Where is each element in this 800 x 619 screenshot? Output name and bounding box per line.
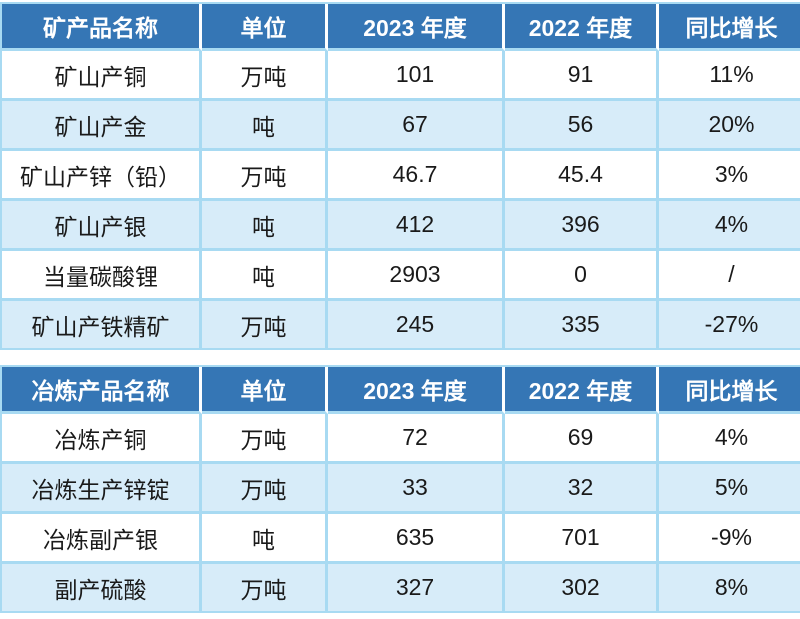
unit-cell: 万吨: [202, 414, 328, 464]
table-row: 矿山产金吨 67 56 20%: [2, 101, 800, 151]
column-header-4: 同比增长: [659, 4, 800, 51]
value-cell: 67: [328, 101, 505, 151]
product-name-cell: 冶炼生产锌锭: [2, 464, 202, 514]
unit-cell: 吨: [202, 201, 328, 251]
value-cell: 396: [505, 201, 659, 251]
unit-cell: 万吨: [202, 564, 328, 611]
unit-cell: 万吨: [202, 151, 328, 201]
table-row: 当量碳酸锂吨 2903 0/: [2, 251, 800, 301]
column-header-2: 2023 年度: [328, 4, 505, 51]
value-cell: 3%: [659, 151, 800, 201]
table-row: 矿山产银吨 412 396 4%: [2, 201, 800, 251]
product-name-cell: 冶炼副产银: [2, 514, 202, 564]
value-cell: 45.4: [505, 151, 659, 201]
smelting-products-table: 冶炼产品名称 单位 2023 年度 2022 年度 同比增长 冶炼产铜 万吨 72 69 4% 冶炼…: [0, 365, 800, 613]
value-cell: 327: [328, 564, 505, 611]
value-cell: 32: [505, 464, 659, 514]
value-cell: 4%: [659, 414, 800, 464]
table-gap: [0, 350, 800, 365]
product-name-cell: 副产硫酸: [2, 564, 202, 611]
value-cell: 5%: [659, 464, 800, 514]
value-cell: 72: [328, 414, 505, 464]
value-cell: 4%: [659, 201, 800, 251]
value-cell: 69: [505, 414, 659, 464]
value-cell: 302: [505, 564, 659, 611]
table-row: 矿山产铜 万吨 101 91 11%: [2, 51, 800, 101]
value-cell: 2903: [328, 251, 505, 301]
product-name-cell: 矿山产金: [2, 101, 202, 151]
unit-cell: 万吨: [202, 301, 328, 348]
product-name-cell: 矿山产银: [2, 201, 202, 251]
value-cell: 20%: [659, 101, 800, 151]
column-header-3: 2022 年度: [505, 4, 659, 51]
product-name-cell: 矿山产铜: [2, 51, 202, 101]
value-cell: /: [659, 251, 800, 301]
value-cell: 412: [328, 201, 505, 251]
value-cell: 101: [328, 51, 505, 101]
table-row: 冶炼副产银吨 635 701 -9%: [2, 514, 800, 564]
column-header-0: 冶炼产品名称: [2, 367, 202, 414]
unit-cell: 吨: [202, 101, 328, 151]
table-row: 冶炼产铜 万吨 72 69 4%: [2, 414, 800, 464]
value-cell: 46.7: [328, 151, 505, 201]
value-cell: 91: [505, 51, 659, 101]
header-row: 矿产品名称 单位 2023 年度 2022 年度 同比增长: [2, 4, 800, 51]
column-header-4: 同比增长: [659, 367, 800, 414]
product-name-cell: 冶炼产铜: [2, 414, 202, 464]
column-header-2: 2023 年度: [328, 367, 505, 414]
column-header-0: 矿产品名称: [2, 4, 202, 51]
value-cell: 635: [328, 514, 505, 564]
value-cell: -27%: [659, 301, 800, 348]
mine-products-table: 矿产品名称 单位 2023 年度 2022 年度 同比增长 矿山产铜 万吨 101 91 11% 矿…: [0, 2, 800, 350]
unit-cell: 万吨: [202, 51, 328, 101]
value-cell: -9%: [659, 514, 800, 564]
product-name-cell: 矿山产铁精矿: [2, 301, 202, 348]
table-row: 冶炼生产锌锭 万吨 33 32 5%: [2, 464, 800, 514]
value-cell: 8%: [659, 564, 800, 611]
value-cell: 11%: [659, 51, 800, 101]
unit-cell: 吨: [202, 251, 328, 301]
product-name-cell: 矿山产锌（铅）: [2, 151, 202, 201]
value-cell: 245: [328, 301, 505, 348]
value-cell: 335: [505, 301, 659, 348]
table-row: 矿山产铁精矿 万吨 245 335 -27%: [2, 301, 800, 348]
header-row: 冶炼产品名称 单位 2023 年度 2022 年度 同比增长: [2, 367, 800, 414]
product-name-cell: 当量碳酸锂: [2, 251, 202, 301]
value-cell: 0: [505, 251, 659, 301]
column-header-3: 2022 年度: [505, 367, 659, 414]
value-cell: 33: [328, 464, 505, 514]
column-header-1: 单位: [202, 367, 328, 414]
unit-cell: 万吨: [202, 464, 328, 514]
table-row: 副产硫酸 万吨 327 302 8%: [2, 564, 800, 611]
value-cell: 56: [505, 101, 659, 151]
table-row: 矿山产锌（铅） 万吨 46.7 45.4 3%: [2, 151, 800, 201]
unit-cell: 吨: [202, 514, 328, 564]
value-cell: 701: [505, 514, 659, 564]
column-header-1: 单位: [202, 4, 328, 51]
